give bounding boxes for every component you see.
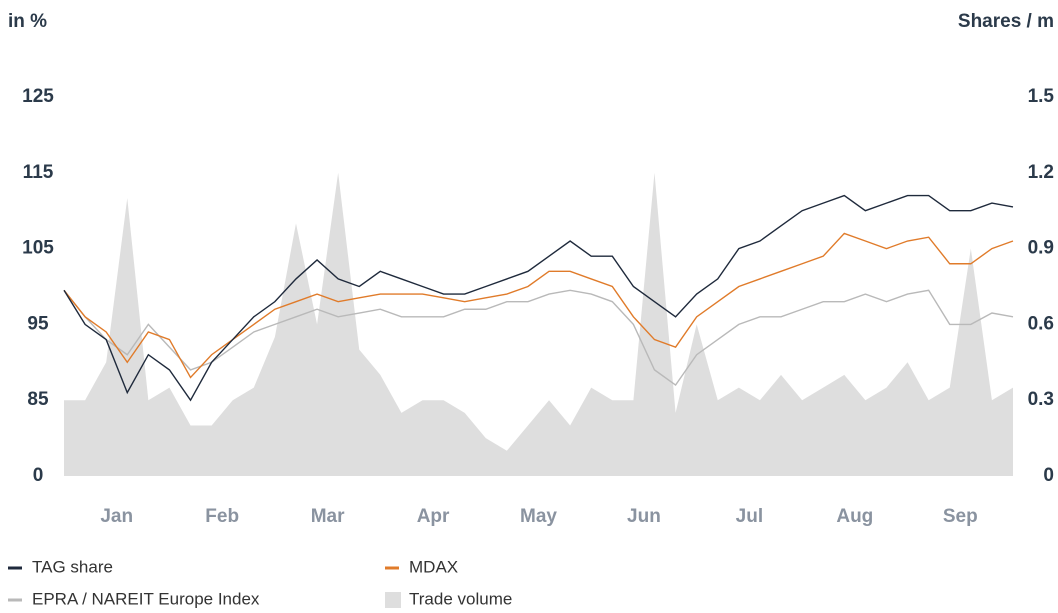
x-tick-label: Aug (836, 506, 873, 527)
x-tick-label: Jun (627, 506, 661, 527)
y-tick-label: 95 (27, 313, 49, 334)
x-tick-label: May (520, 506, 557, 527)
y-tick-label: 125 (22, 86, 54, 107)
y-break-label: 0 (33, 465, 44, 486)
legend-swatch (385, 592, 401, 608)
x-tick-label: Apr (417, 506, 450, 527)
y2-tick-label: 0.9 (1028, 238, 1054, 259)
x-tick-label: Mar (311, 506, 345, 527)
series-line (63, 232, 1014, 379)
y-tick-label: 115 (23, 162, 54, 183)
series-line (63, 194, 1014, 402)
x-tick-label: Jul (736, 506, 763, 527)
y2-tick-label: 0.3 (1028, 389, 1054, 410)
x-tick-label: Jan (100, 506, 133, 527)
legend-label: MDAX (409, 557, 458, 576)
y-axis-label: in % (8, 11, 47, 32)
legend-label: TAG share (32, 557, 113, 576)
y2-tick-label: 1.2 (1028, 162, 1054, 183)
y-tick-label: 105 (22, 238, 54, 259)
y2-axis-label: Shares / m (958, 11, 1054, 32)
legend-label: Trade volume (409, 589, 512, 608)
series-line (63, 289, 1014, 387)
y2-tick-label: 1.5 (1028, 86, 1055, 107)
y2-tick-label: 0 (1043, 465, 1054, 486)
x-tick-label: Sep (943, 506, 978, 527)
y2-tick-label: 0.6 (1028, 313, 1054, 334)
x-tick-label: Feb (205, 506, 239, 527)
legend-label: EPRA / NAREIT Europe Index (32, 589, 260, 608)
volume-area (64, 172, 1013, 477)
y-tick-label: 85 (27, 389, 49, 410)
